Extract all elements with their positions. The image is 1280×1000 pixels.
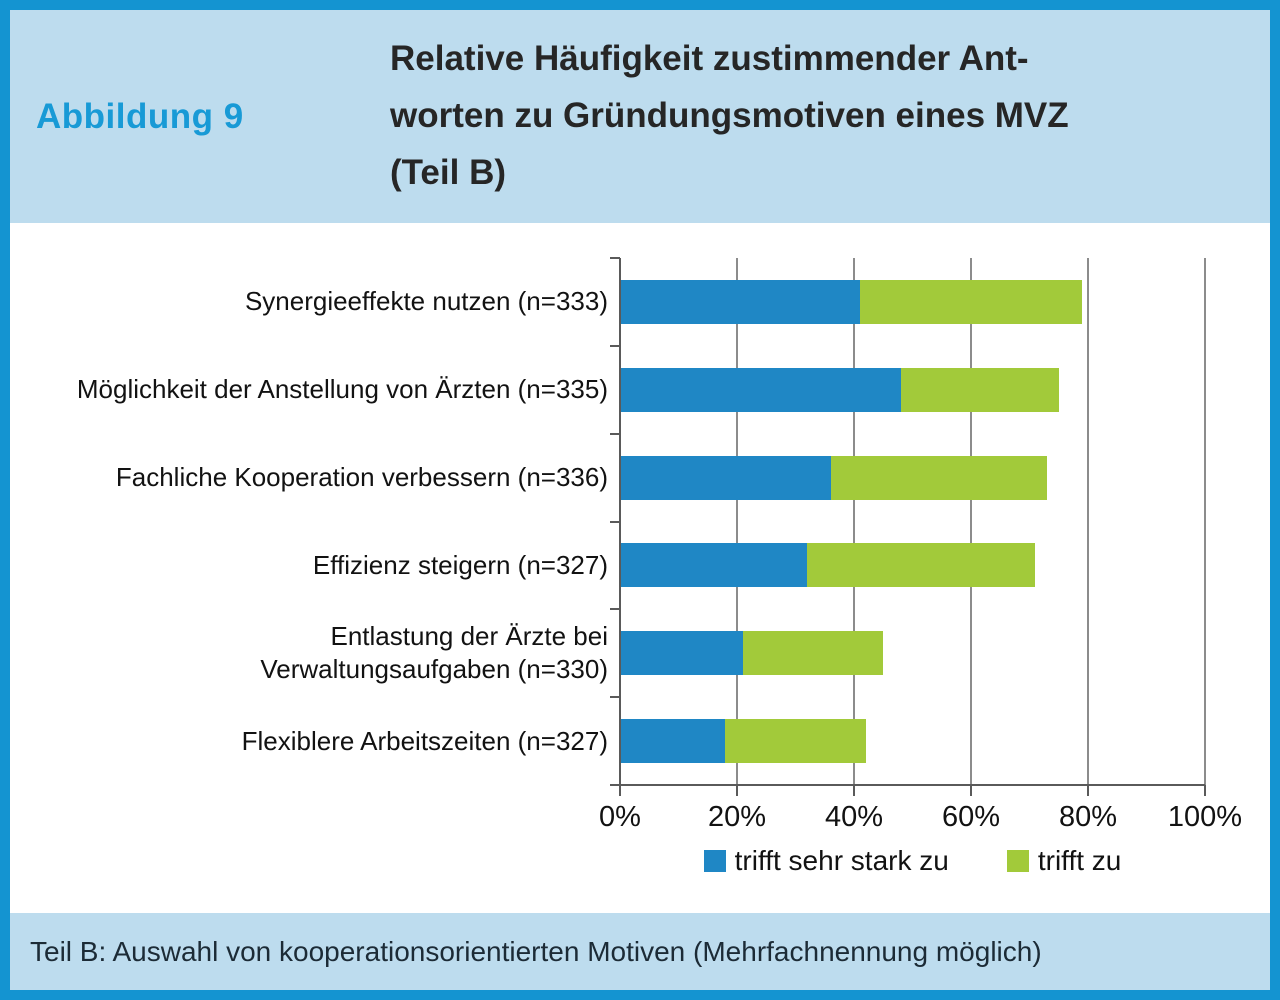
bar-segment-secondary (742, 631, 884, 676)
legend-item-primary: trifft sehr stark zu (703, 845, 949, 877)
category-label: Fachliche Kooperation verbessern (n=336) (115, 462, 608, 493)
x-axis-tick (736, 785, 738, 796)
figure-label: Abbildung 9 (36, 96, 244, 136)
category-labels-column: Synergieeffekte nutzen (n=333) Möglichkei… (25, 258, 608, 785)
bar-row (620, 346, 1205, 434)
bar-segment-secondary (725, 719, 866, 764)
bar-segment-primary (620, 455, 831, 500)
stacked-bar (620, 719, 1205, 764)
category-label: Effizienz steigern (n=327) (312, 549, 608, 580)
legend: trifft sehr stark zu trifft zu (570, 845, 1255, 877)
legend-item-secondary: trifft zu (1006, 845, 1122, 877)
legend-label-primary: trifft sehr stark zu (734, 845, 949, 876)
chart-panel: Synergieeffekte nutzen (n=333) Möglichkei… (10, 223, 1270, 913)
bar-segment-secondary (807, 543, 1036, 588)
x-axis-tick (619, 785, 621, 796)
x-axis-tick (1204, 785, 1206, 796)
y-axis-tick (610, 696, 620, 699)
x-axis-labels: 0% 20% 40% 60% 80% 100% (599, 801, 1242, 837)
x-axis-tick-label: 100% (1167, 801, 1243, 833)
y-axis-tick (610, 344, 620, 347)
stacked-bar (620, 367, 1205, 412)
figure-caption: Teil B: Auswahl von kooperationsorientie… (30, 935, 1042, 967)
bar-segment-primary (620, 279, 860, 324)
y-axis-tick (610, 784, 620, 786)
bar-row (620, 609, 1205, 697)
figure-title: Relative Häufigkeit zustimmender Ant- wo… (390, 39, 1069, 192)
bar-row (620, 522, 1205, 610)
plot-area (610, 257, 1206, 796)
category-label: Entlastung der Ärzte bei Verwaltungsaufg… (260, 621, 608, 685)
x-axis-tick-label: 40% (824, 801, 884, 833)
x-axis-tick (970, 785, 972, 796)
figure-caption-band: Teil B: Auswahl von kooperationsorientie… (10, 913, 1270, 990)
category-label: Flexiblere Arbeitszeiten (n=327) (241, 725, 608, 756)
y-axis-tick (610, 257, 620, 259)
bar-segment-secondary (830, 455, 1048, 500)
figure-header: Abbildung 9 Relative Häufigkeit zustimme… (10, 10, 1270, 223)
y-axis-tick (610, 608, 620, 611)
y-axis-tick (610, 520, 620, 523)
stacked-bar (620, 631, 1205, 676)
bar-row (620, 434, 1205, 522)
x-axis-line (619, 784, 1205, 786)
gridline (1087, 258, 1089, 785)
bar-segment-primary (620, 719, 726, 764)
stacked-bar (620, 543, 1205, 588)
bar-segment-secondary (859, 279, 1083, 324)
category-label: Synergieeffekte nutzen (n=333) (244, 286, 608, 317)
gridline (970, 258, 972, 785)
legend-swatch-secondary-icon (1006, 850, 1029, 872)
bar-row (620, 258, 1205, 346)
x-axis-tick-label: 60% (941, 801, 1001, 833)
stacked-bar (620, 279, 1205, 324)
bar-segment-primary (620, 631, 743, 676)
x-axis-tick (1087, 785, 1089, 796)
gridline (853, 258, 855, 785)
bar-segment-secondary (900, 367, 1059, 412)
x-axis-tick (853, 785, 855, 796)
bar-row (620, 697, 1205, 785)
x-axis-tick-label: 0% (599, 801, 641, 833)
legend-swatch-primary-icon (703, 850, 726, 872)
bar-segment-primary (620, 367, 901, 412)
stacked-bar (620, 455, 1205, 500)
category-label: Möglichkeit der Anstellung von Ärzten (n… (76, 374, 608, 405)
x-axis-tick-label: 20% (707, 801, 767, 833)
x-axis-tick-label: 80% (1058, 801, 1118, 833)
legend-label-secondary: trifft zu (1037, 845, 1122, 876)
y-axis-line (619, 258, 621, 785)
gridline (1204, 258, 1206, 785)
y-axis-tick (610, 432, 620, 435)
gridline (736, 258, 738, 785)
bar-segment-primary (620, 543, 808, 588)
